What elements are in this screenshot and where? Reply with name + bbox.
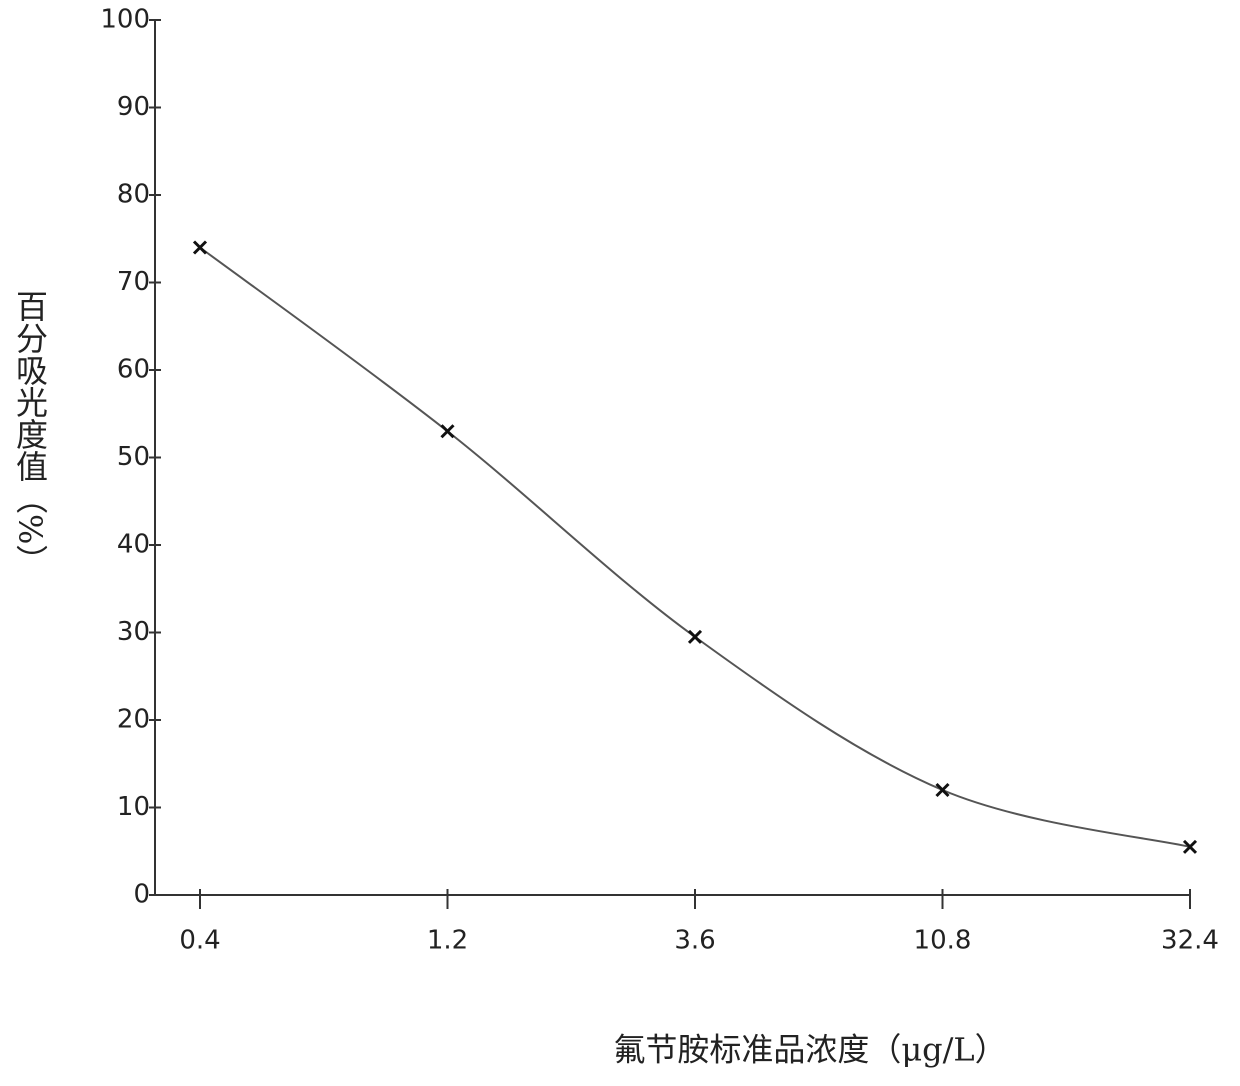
y-tick-label: 50 [117,442,150,472]
x-tick-label: 1.2 [427,926,468,956]
y-tick-label: 70 [117,267,150,297]
x-axis-title: 氟节胺标准品浓度（μg/L） [613,1031,1006,1069]
y-tick-label: 100 [100,5,150,35]
y-tick-label: 90 [117,92,150,122]
y-tick-label: 80 [117,180,150,210]
x-tick-label: 10.8 [914,926,972,956]
chart: 氟节胺标准品浓度（μg/L） 百分吸光度值（%） 0 10 20 30 40 50 60 70… [0,0,1240,1086]
y-tick-label: 40 [117,530,150,560]
data-point [689,631,701,643]
y-tick-label: 10 [117,792,150,822]
x-tick-label: 3.6 [674,926,715,956]
data-line [200,248,1190,847]
data-point [194,242,206,254]
y-axis-title: 百分吸光度值（%） [11,290,49,576]
data-point [937,784,949,796]
y-tick-label: 60 [117,355,150,385]
y-tick-label: 0 [133,880,150,910]
x-tick-label: 32.4 [1161,926,1219,956]
x-tick-label: 0.4 [179,926,220,956]
y-tick-label: 30 [117,617,150,647]
y-tick-label: 20 [117,705,150,735]
data-point [442,425,454,437]
